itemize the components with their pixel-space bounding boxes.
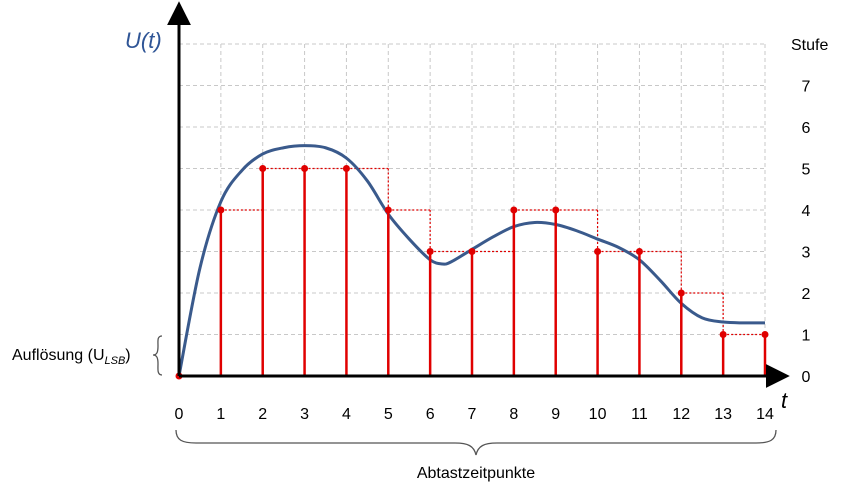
- bottom-label: Abtastzeitpunkte: [417, 465, 535, 482]
- resolution-label-subscript: LSB: [105, 355, 126, 367]
- sample-point: [594, 248, 602, 255]
- y-tick-label: 2: [802, 286, 811, 303]
- sample-point: [761, 331, 769, 338]
- resolution-brace: [152, 335, 163, 376]
- x-tick-label: 2: [258, 406, 267, 423]
- sample-point: [259, 165, 267, 172]
- resolution-label: Auflösung (ULSB): [12, 347, 131, 367]
- x-tick-label: 9: [551, 406, 560, 423]
- bottom-brace: [175, 429, 777, 456]
- sample-point: [719, 331, 727, 338]
- y-tick-label: 4: [802, 203, 811, 220]
- y-axis-label: U(t): [125, 28, 162, 53]
- resolution-label-text: Auflösung (U: [12, 347, 105, 364]
- sample-point: [384, 206, 392, 214]
- x-tick-labels: 0 1 2 3 4 5 6 7 8 9 10 11 12 13 14: [175, 406, 774, 423]
- x-tick-label: 10: [589, 406, 607, 423]
- x-tick-label: 11: [631, 406, 648, 423]
- sample-point: [468, 248, 476, 255]
- x-tick-label: 3: [300, 406, 309, 423]
- y-tick-label: 7: [802, 79, 811, 96]
- y-tick-label: 3: [802, 245, 811, 262]
- x-axis-label: t: [781, 388, 788, 413]
- x-tick-label: 5: [384, 406, 393, 423]
- analog-signal-curve: [177, 144, 766, 377]
- right-axis-label: Stufe: [791, 37, 828, 54]
- sample-point: [217, 206, 225, 214]
- x-tick-label: 8: [509, 406, 518, 423]
- x-tick-label: 1: [216, 406, 225, 423]
- sample-point: [426, 248, 434, 255]
- sample-point: [301, 165, 309, 172]
- x-tick-label: 14: [756, 406, 774, 423]
- x-tick-label: 0: [175, 406, 184, 423]
- x-tick-label: 7: [468, 406, 477, 423]
- x-tick-label: 6: [426, 406, 435, 423]
- sample-point: [635, 248, 643, 255]
- sample-point: [342, 165, 350, 172]
- x-tick-label: 13: [714, 406, 732, 423]
- sample-point: [552, 206, 560, 214]
- y-tick-label: 5: [802, 162, 811, 179]
- resolution-label-close: ): [125, 347, 130, 364]
- y-tick-label: 0: [802, 369, 811, 386]
- y-tick-label: 6: [802, 120, 811, 137]
- x-tick-label: 12: [672, 406, 690, 423]
- y-tick-labels: 0 1 2 3 4 5 6 7: [802, 79, 811, 387]
- y-tick-label: 1: [802, 328, 811, 345]
- x-tick-label: 4: [342, 406, 351, 423]
- sample-stems: [175, 165, 769, 380]
- sample-point: [677, 289, 685, 297]
- sample-point: [510, 206, 518, 214]
